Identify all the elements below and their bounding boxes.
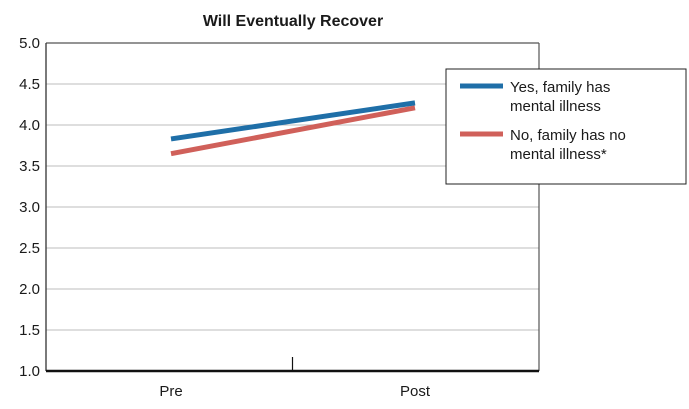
chart-title: Will Eventually Recover [203,13,383,30]
y-tick-label: 5.0 [19,35,40,52]
y-tick-label: 2.0 [19,281,40,298]
y-tick-label: 4.5 [19,76,40,93]
x-tick-label-post: Post [400,383,431,400]
y-tick-label: 3.5 [19,158,40,175]
y-tick-label: 1.5 [19,322,40,339]
y-axis-tick-labels: 1.0 1.5 2.0 2.5 3.0 3.5 4.0 4.5 5.0 [19,35,40,380]
series-line-1 [170,105,416,157]
series-line-0 [170,100,416,142]
legend-label-0-line-0: Yes, family has [510,79,610,96]
y-tick-label: 4.0 [19,117,40,134]
gridlines [46,42,539,331]
x-tick-label-pre: Pre [159,383,182,400]
legend: Yes, family has mental illness No, family … [445,68,687,185]
y-tick-label: 2.5 [19,240,40,257]
legend-label-1-line-1: mental illness* [510,146,607,163]
y-tick-label: 1.0 [19,363,40,380]
legend-label-0-line-1: mental illness [510,98,601,115]
x-axis-tick-labels: Pre Post [159,383,431,400]
legend-label-1-line-0: No, family has no [510,127,626,144]
series-lines [170,100,416,157]
y-tick-label: 3.0 [19,199,40,216]
